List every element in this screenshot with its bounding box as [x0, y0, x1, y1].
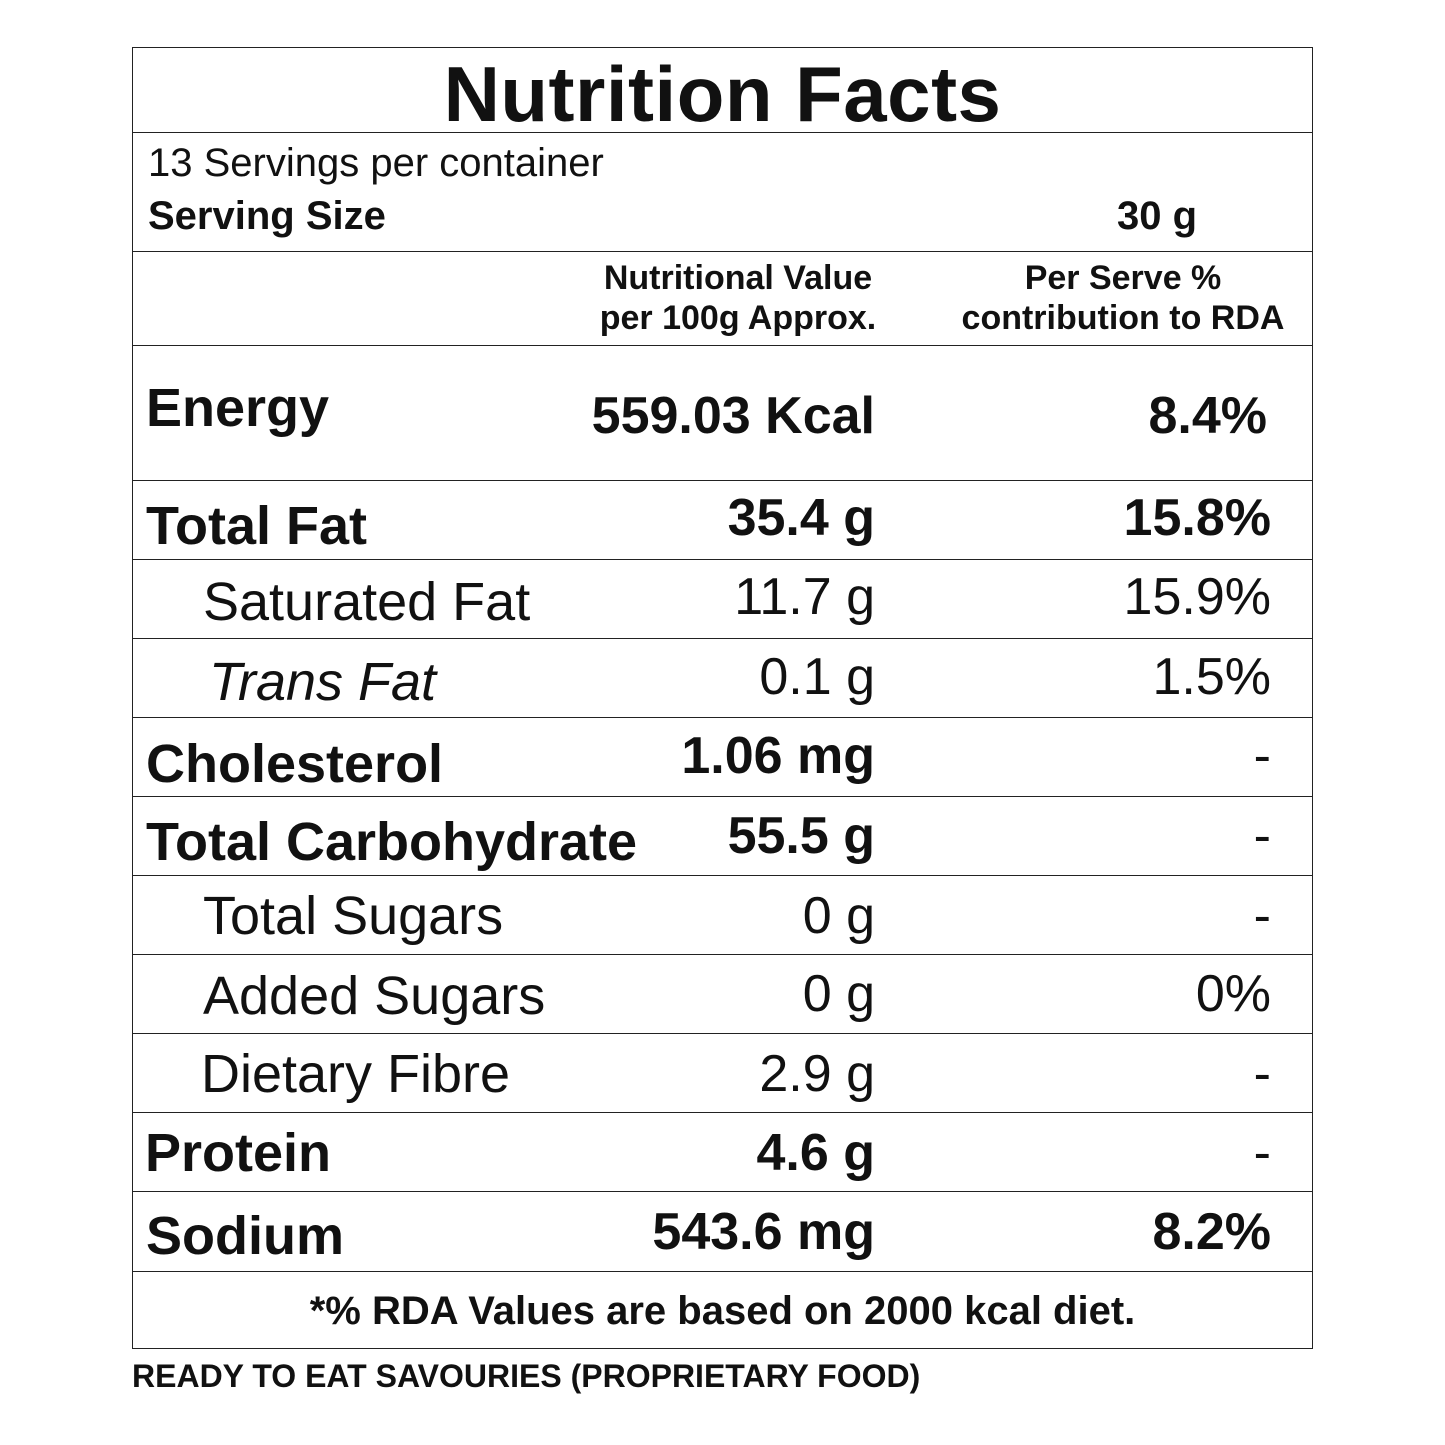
nutrient-value: 4.6 g	[756, 1124, 876, 1182]
product-category-note: READY TO EAT SAVOURIES (PROPRIETARY FOOD…	[132, 1358, 921, 1394]
divider	[133, 717, 1312, 718]
nutrient-value: 0 g	[802, 887, 875, 945]
label-title: Nutrition Facts	[443, 50, 1002, 138]
nutrient-value: 0 g	[802, 965, 875, 1023]
divider	[133, 132, 1312, 133]
nutrient-rda: -	[1253, 807, 1271, 865]
nutrient-name: Added Sugars	[203, 966, 546, 1026]
column-header-line: per 100g Approx.	[599, 299, 877, 337]
serving-size-value: 30 g	[1117, 194, 1198, 238]
nutrient-rda: 15.9%	[1123, 568, 1271, 626]
nutrient-value: 2.9 g	[759, 1045, 875, 1103]
nutrient-rda: 8.2%	[1152, 1203, 1271, 1261]
serving-size-label: Serving Size	[148, 194, 386, 238]
divider	[133, 480, 1312, 481]
divider	[133, 1033, 1312, 1034]
divider	[133, 559, 1312, 560]
nutrient-name: Trans Fat	[209, 652, 437, 712]
nutrient-value: 1.06 mg	[681, 727, 875, 785]
nutrient-rda: 0%	[1195, 965, 1271, 1023]
nutrient-value: 543.6 mg	[652, 1203, 875, 1261]
divider	[133, 1271, 1312, 1272]
nutrient-name: Saturated Fat	[203, 572, 531, 632]
nutrient-rda: 15.8%	[1123, 489, 1271, 547]
divider	[133, 875, 1312, 876]
nutrient-rda: -	[1253, 1045, 1271, 1103]
nutrient-name: Sodium	[146, 1206, 344, 1266]
column-header-nutritional-value: Nutritional Value per 100g Approx.	[563, 258, 913, 338]
nutrient-rda: 8.4%	[1148, 387, 1267, 445]
divider	[133, 1112, 1312, 1113]
nutrient-name: Total Sugars	[203, 886, 504, 946]
nutrient-name: Total Fat	[146, 496, 367, 556]
nutrient-value: 11.7 g	[734, 568, 875, 626]
nutrient-value: 559.03 Kcal	[591, 387, 875, 445]
divider	[133, 954, 1312, 955]
rda-footnote: *% RDA Values are based on 2000 kcal die…	[309, 1289, 1136, 1333]
nutrient-name: Dietary Fibre	[201, 1044, 511, 1104]
nutrient-name: Total Carbohydrate	[146, 812, 638, 872]
column-header-line: Per Serve %	[1024, 259, 1222, 297]
nutrient-rda: -	[1253, 887, 1271, 945]
nutrition-facts-label: Nutrition Facts 13 Servings per containe…	[132, 47, 1313, 1349]
nutrient-rda: -	[1253, 727, 1271, 785]
nutrient-rda: -	[1253, 1124, 1271, 1182]
divider	[133, 638, 1312, 639]
divider	[133, 1191, 1312, 1192]
servings-per-container: 13 Servings per container	[148, 141, 604, 185]
nutrient-rda: 1.5%	[1152, 648, 1271, 706]
column-header-line: Nutritional Value	[603, 259, 873, 297]
divider	[133, 251, 1312, 252]
nutrient-value: 55.5 g	[727, 807, 875, 865]
column-header-line: contribution to RDA	[961, 299, 1285, 337]
nutrient-name: Protein	[145, 1123, 332, 1183]
nutrient-value: 35.4 g	[727, 489, 875, 547]
nutrient-name: Cholesterol	[146, 734, 444, 794]
column-header-rda: Per Serve % contribution to RDA	[933, 258, 1313, 338]
nutrient-name: Energy	[146, 378, 330, 438]
divider	[133, 796, 1312, 797]
nutrient-value: 0.1 g	[759, 648, 875, 706]
divider	[133, 345, 1312, 346]
